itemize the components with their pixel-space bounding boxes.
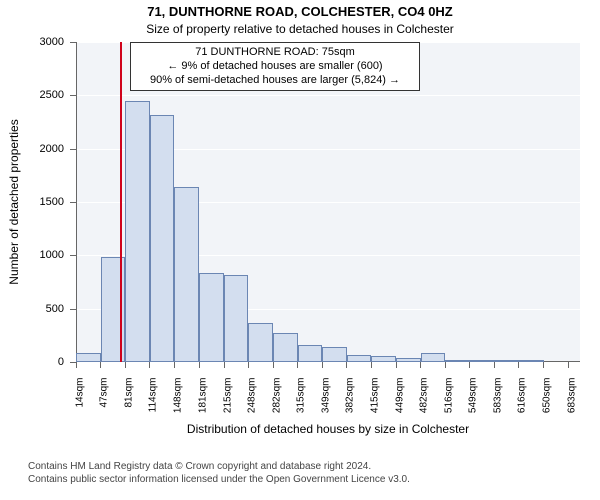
x-tick-label: 449sqm — [394, 378, 405, 430]
histogram-bar — [174, 187, 199, 362]
x-tick-mark — [273, 362, 274, 368]
histogram-bar — [470, 360, 495, 362]
footer-line: Contains HM Land Registry data © Crown c… — [28, 460, 590, 473]
y-tick-label: 0 — [0, 356, 64, 368]
y-tick-mark — [70, 42, 76, 43]
x-tick-mark — [174, 362, 175, 368]
y-tick-label: 3000 — [0, 36, 64, 48]
histogram-bar — [519, 360, 544, 362]
x-tick-mark — [420, 362, 421, 368]
histogram-bar — [298, 345, 323, 362]
chart-title-line2: Size of property relative to detached ho… — [0, 22, 600, 36]
histogram-bar — [125, 101, 150, 362]
callout-box: 71 DUNTHORNE ROAD: 75sqm ← 9% of detache… — [130, 42, 420, 91]
chart-title-line1: 71, DUNTHORNE ROAD, COLCHESTER, CO4 0HZ — [0, 4, 600, 19]
callout-line: 71 DUNTHORNE ROAD: 75sqm — [137, 46, 413, 60]
y-tick-mark — [70, 149, 76, 150]
x-tick-mark — [346, 362, 347, 368]
x-tick-mark — [199, 362, 200, 368]
x-tick-label: 415sqm — [369, 378, 380, 430]
x-tick-label: 616sqm — [517, 378, 528, 430]
x-tick-label: 482sqm — [418, 378, 429, 430]
histogram-bar — [76, 353, 101, 362]
x-tick-mark — [494, 362, 495, 368]
histogram-bar — [421, 353, 446, 362]
x-tick-mark — [248, 362, 249, 368]
histogram-bar — [445, 360, 470, 362]
histogram-bar — [396, 358, 421, 362]
y-tick-label: 1000 — [0, 249, 64, 261]
x-tick-label: 282sqm — [271, 378, 282, 430]
footer-attribution: Contains HM Land Registry data © Crown c… — [28, 460, 590, 486]
histogram-bar — [371, 356, 396, 362]
x-tick-label: 315sqm — [296, 378, 307, 430]
histogram-bar — [347, 355, 372, 362]
callout-line: 90% of semi-detached houses are larger (… — [137, 74, 413, 88]
histogram-bar — [322, 347, 347, 362]
x-tick-mark — [76, 362, 77, 368]
grid-line — [76, 95, 580, 96]
x-tick-mark — [224, 362, 225, 368]
footer-line: Contains public sector information licen… — [28, 473, 590, 486]
x-tick-label: 382sqm — [345, 378, 356, 430]
histogram-bar — [224, 275, 249, 362]
y-tick-label: 2000 — [0, 143, 64, 155]
x-tick-mark — [149, 362, 150, 368]
x-tick-label: 683sqm — [566, 378, 577, 430]
callout-line: ← 9% of detached houses are smaller (600… — [137, 60, 413, 74]
y-tick-label: 2500 — [0, 89, 64, 101]
grid-line — [76, 362, 580, 363]
x-tick-mark — [543, 362, 544, 368]
x-tick-mark — [469, 362, 470, 368]
x-tick-label: 583sqm — [493, 378, 504, 430]
x-tick-mark — [297, 362, 298, 368]
y-tick-label: 1500 — [0, 196, 64, 208]
histogram-bar — [273, 333, 298, 362]
histogram-bar — [199, 273, 224, 362]
chart-container: 71, DUNTHORNE ROAD, COLCHESTER, CO4 0HZ … — [0, 0, 600, 500]
x-tick-mark — [518, 362, 519, 368]
x-tick-label: 650sqm — [542, 378, 553, 430]
x-tick-mark — [396, 362, 397, 368]
x-tick-label: 549sqm — [468, 378, 479, 430]
histogram-bar — [150, 115, 175, 362]
x-tick-label: 148sqm — [173, 378, 184, 430]
x-tick-mark — [322, 362, 323, 368]
histogram-bar — [248, 323, 273, 362]
x-tick-label: 248sqm — [246, 378, 257, 430]
x-tick-mark — [568, 362, 569, 368]
property-marker-line — [120, 42, 122, 362]
y-tick-mark — [70, 95, 76, 96]
x-tick-mark — [125, 362, 126, 368]
y-tick-mark — [70, 202, 76, 203]
x-tick-label: 215sqm — [222, 378, 233, 430]
x-tick-label: 114sqm — [148, 378, 159, 430]
y-tick-mark — [70, 309, 76, 310]
x-tick-mark — [371, 362, 372, 368]
histogram-bar — [494, 360, 519, 362]
x-tick-label: 81sqm — [124, 378, 135, 430]
y-axis-line — [76, 42, 77, 362]
y-tick-mark — [70, 255, 76, 256]
y-tick-label: 500 — [0, 303, 64, 315]
x-tick-mark — [100, 362, 101, 368]
x-tick-label: 47sqm — [99, 378, 110, 430]
x-tick-label: 14sqm — [75, 378, 86, 430]
x-tick-label: 349sqm — [321, 378, 332, 430]
x-tick-label: 516sqm — [443, 378, 454, 430]
x-tick-label: 181sqm — [197, 378, 208, 430]
x-tick-mark — [445, 362, 446, 368]
